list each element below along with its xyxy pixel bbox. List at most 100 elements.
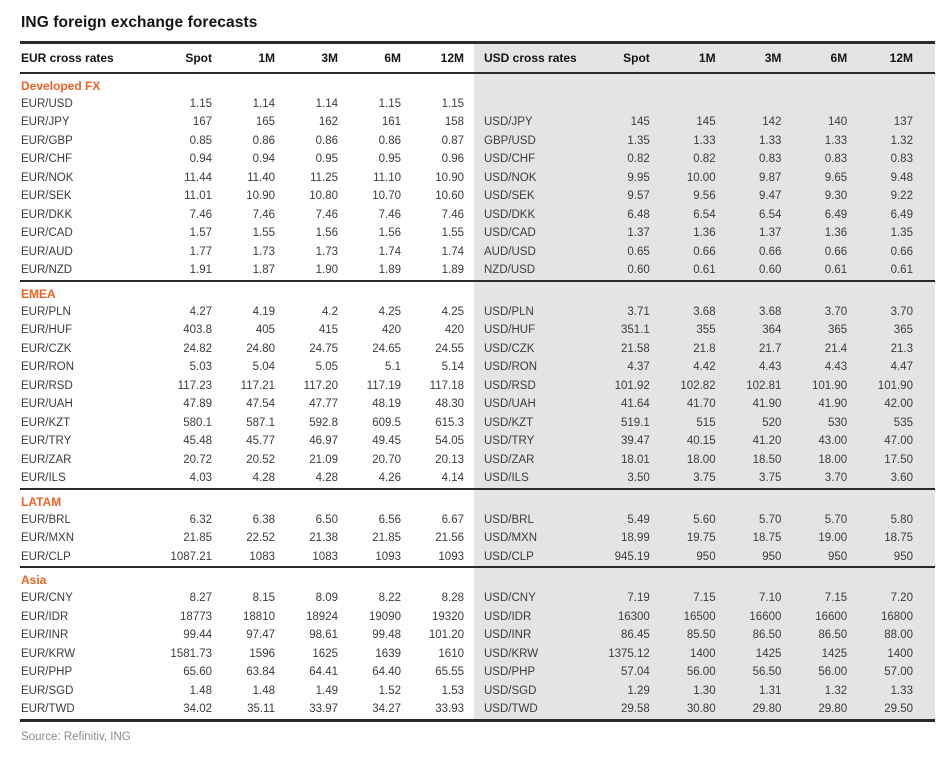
rate-value: 5.03 [189, 361, 212, 374]
rate-value: 0.61 [693, 264, 716, 277]
rate-value: 420 [381, 324, 401, 337]
rate-value: 6.49 [890, 208, 913, 221]
table-row: EUR/GBP 0.85 0.86 0.86 0.86 0.87 GBP/USD 1.35 1.… [20, 131, 935, 150]
eur-row-half: EUR/AUD 1.77 1.73 1.73 1.74 1.74 [20, 242, 470, 261]
rate-value: 33.93 [435, 703, 464, 716]
rate-value: 403.8 [183, 324, 212, 337]
rate-value: 0.60 [627, 264, 650, 277]
rate-value: 1.55 [252, 227, 275, 240]
rate-value: 3.68 [693, 305, 716, 318]
rate-value: 86.45 [621, 629, 650, 642]
rate-value: 1.74 [378, 245, 401, 258]
table-middle-gap [470, 469, 474, 488]
rate-value: 56.50 [752, 666, 782, 679]
rate-value: 1.91 [189, 264, 212, 277]
currency-pair: USD/ZAR [484, 453, 535, 466]
rate-value: 1.33 [824, 134, 848, 147]
eur-cross-rates-header: EUR cross rates [21, 51, 114, 65]
rate-value: 16800 [881, 610, 913, 623]
usd-row-half: USD/RSD 101.92 102.82 102.81 101.90 101.90 [474, 376, 935, 395]
eur-row-half: EUR/CZK 24.82 24.80 24.75 24.65 24.55 [20, 339, 470, 358]
rate-value: 535 [893, 416, 913, 429]
usd-row-half: USD/CHF 0.82 0.82 0.83 0.83 0.83 [474, 150, 935, 169]
rate-value: 1400 [690, 647, 716, 660]
rate-value: 24.55 [435, 342, 464, 355]
rate-value: 45.48 [183, 435, 212, 448]
usd-row-half: USD/NOK 9.95 10.00 9.87 9.65 9.48 [474, 168, 935, 187]
rate-value: 11.44 [184, 171, 212, 184]
currency-pair: USD/BRL [484, 513, 534, 526]
rate-value: 161 [381, 116, 401, 129]
rate-value: 9.95 [627, 171, 650, 184]
rate-value: 1.36 [693, 227, 716, 240]
rate-value: 16600 [815, 610, 848, 623]
rate-value: 9.56 [693, 190, 716, 203]
table-middle-gap [470, 489, 474, 511]
table-row: EUR/NOK 11.44 11.40 11.25 11.10 10.90 USD/NOK 9… [20, 168, 935, 187]
rate-value: 0.86 [378, 134, 401, 147]
currency-pair: EUR/CNY [21, 592, 73, 605]
rate-value: 43.00 [818, 435, 848, 448]
rate-value: 21.38 [309, 532, 338, 545]
table-header-row: EUR cross rates Spot 1M 3M 6M 12M USD cr… [20, 44, 935, 72]
rate-value: 63.84 [246, 666, 275, 679]
table-middle-gap [470, 242, 474, 261]
table-row: EUR/NZD 1.91 1.87 1.90 1.89 1.89 NZD/USD 0.60 0.… [20, 261, 935, 280]
rate-value: 0.82 [627, 153, 650, 166]
rate-value: 1581.73 [170, 647, 212, 660]
rate-value: 3.75 [759, 472, 782, 485]
table-middle-gap [470, 150, 474, 169]
rate-value: 530 [828, 416, 848, 429]
rate-value: 21.4 [824, 342, 848, 355]
rate-value: 20.70 [372, 453, 401, 466]
rate-value: 1.90 [315, 264, 338, 277]
rate-value: 1.33 [693, 134, 716, 147]
rate-value: 0.83 [890, 153, 913, 166]
rate-value: 18773 [180, 610, 212, 623]
table-middle-gap [470, 663, 474, 682]
eur-row-half: EUR/GBP 0.85 0.86 0.86 0.86 0.87 [20, 131, 470, 150]
table-middle-gap [470, 113, 474, 132]
currency-pair: USD/JPY [484, 116, 533, 129]
page: ING foreign exchange forecasts EUR cross… [20, 14, 935, 743]
rate-value: 18.50 [752, 453, 782, 466]
rate-value: 64.41 [309, 666, 338, 679]
currency-pair: USD/TRY [484, 435, 535, 448]
rate-value: 18.00 [818, 453, 848, 466]
table-row: EUR/USD 1.15 1.14 1.14 1.15 1.15 [20, 94, 935, 113]
rate-value: 1425 [755, 647, 782, 660]
rate-value: 1.74 [441, 245, 464, 258]
eur-row-half: EUR/JPY 167 165 162 161 158 [20, 113, 470, 132]
rate-value: 9.22 [890, 190, 913, 203]
rate-value: 4.27 [189, 305, 212, 318]
currency-pair: EUR/TWD [21, 703, 75, 716]
rate-value: 1.14 [252, 97, 275, 110]
rate-value: 0.66 [890, 245, 913, 258]
eur-row-half: EUR/CNY 8.27 8.15 8.09 8.22 8.28 [20, 589, 470, 608]
currency-pair: EUR/CLP [21, 550, 71, 563]
rate-value: 0.66 [824, 245, 848, 258]
rate-value: 8.22 [378, 592, 401, 605]
currency-pair: EUR/SGD [21, 684, 74, 697]
eur-row-half: EUR/NZD 1.91 1.87 1.90 1.89 1.89 [20, 261, 470, 280]
table-middle-gap [470, 73, 474, 95]
section-left-half: Developed FX [20, 73, 470, 95]
rate-value: 24.75 [309, 342, 338, 355]
table-row: EUR/ILS 4.03 4.28 4.28 4.26 4.14 USD/ILS 3.50 3.… [20, 469, 935, 488]
currency-pair: EUR/ZAR [21, 453, 72, 466]
table-middle-gap [470, 450, 474, 469]
rate-value: 3.70 [824, 305, 848, 318]
usd-row-half: USD/IDR 16300 16500 16600 16600 16800 [474, 607, 935, 626]
rate-value: 20.13 [435, 453, 464, 466]
rate-value: 0.66 [693, 245, 716, 258]
rate-value: 9.65 [824, 171, 848, 184]
table-body: Developed FX EUR/USD 1.15 1.14 1.14 1.15 1.15 E… [20, 73, 935, 722]
rate-value: 1.15 [441, 97, 464, 110]
table-row: EUR/SGD 1.48 1.48 1.49 1.52 1.53 USD/SGD 1.29 1.… [20, 681, 935, 700]
rate-value: 30.80 [686, 703, 716, 716]
rate-value: 99.48 [372, 629, 401, 642]
rate-value: 21.09 [309, 453, 338, 466]
table-row: EUR/RON 5.03 5.04 5.05 5.1 5.14 USD/RON 4.37 4.4… [20, 358, 935, 377]
rate-value: 4.03 [189, 472, 212, 485]
rate-value: 65.55 [435, 666, 464, 679]
